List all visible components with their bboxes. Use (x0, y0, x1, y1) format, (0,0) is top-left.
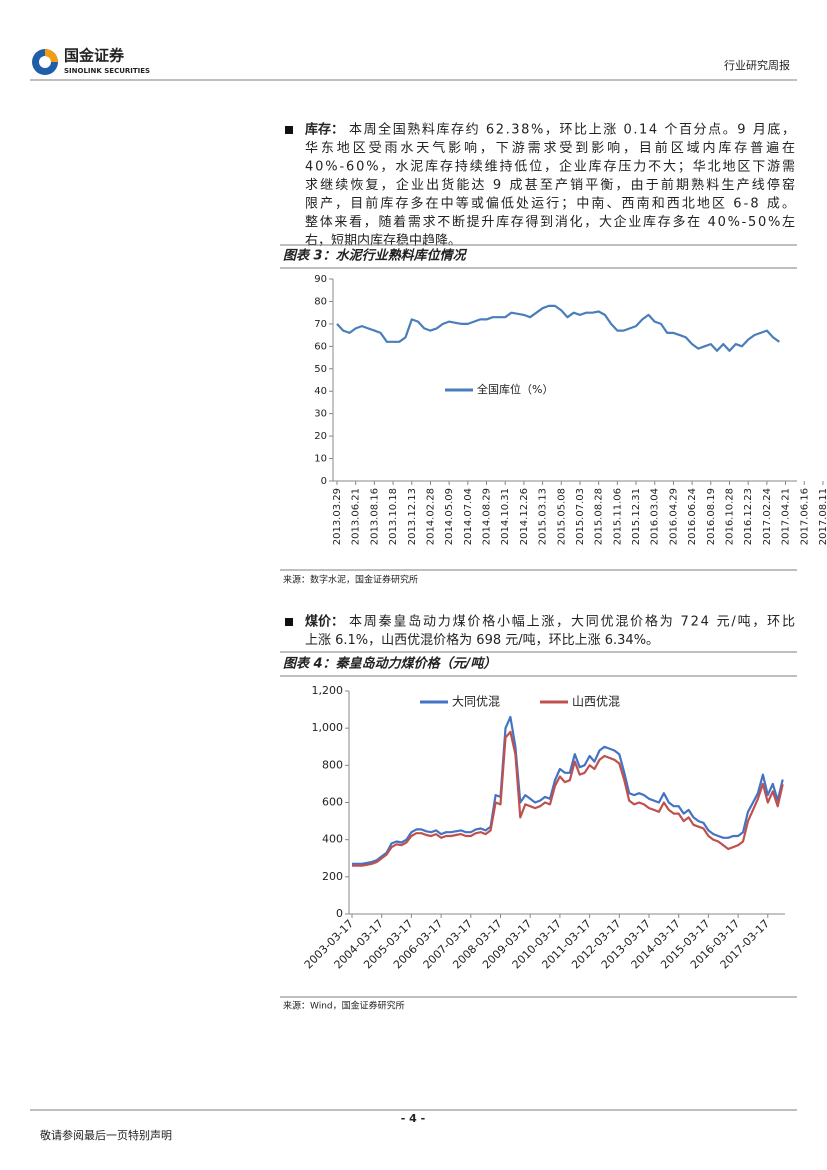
x-tick-label: 2014.07.04 (463, 488, 474, 545)
x-tick-label: 2014.10.31 (500, 488, 511, 545)
figure-source: 来源：数字水泥，国金证券研究所 (283, 574, 418, 586)
x-tick-label: 2016.10.28 (724, 488, 735, 545)
logo-cn: 国金证券 (64, 47, 125, 65)
y-tick-label: 70 (314, 319, 327, 330)
x-tick-label: 2015.05.08 (556, 488, 567, 545)
y-tick-label: 30 (314, 409, 327, 420)
x-tick-label: 2017.04.21 (781, 488, 792, 545)
y-tick-label: 90 (314, 274, 327, 285)
series-line (336, 304, 780, 352)
paragraph-line: 本周秦皇岛动力煤价格小幅上涨，大同优混价格为 724 元/吨，环比 (349, 614, 795, 630)
bullet (285, 126, 293, 134)
paragraph-line: 华东地区受雨水天气影响，下游需求受到影响，目前区域内库存普遍在 (305, 140, 795, 156)
y-tick-label: 0 (336, 907, 343, 920)
paragraph-line: 40%-60%，水泥库存持续维持低位，企业库存压力不大；华北地区下游需 (305, 159, 795, 175)
x-tick-label: 2014.05.09 (444, 488, 455, 545)
y-tick-label: 600 (322, 796, 343, 809)
x-tick-label: 2016.06.24 (687, 488, 698, 545)
x-tick-label: 2016.04.29 (668, 488, 679, 545)
figure-title: 图表 3：水泥行业熟料库位情况 (283, 248, 468, 264)
paragraph-line: 本周全国熟料库存约 62.38%，环比上涨 0.14 个百分点。9 月底， (349, 122, 795, 138)
paragraph-title: 库存： (305, 122, 344, 138)
y-tick-label: 400 (322, 833, 343, 846)
legend-label: 大同优混 (452, 695, 500, 709)
x-tick-label: 2013.06.21 (351, 488, 362, 545)
x-tick-label: 2013.03.29 (332, 488, 343, 545)
page-number: - 4 - (401, 1112, 425, 1125)
x-tick-label: 2013.08.16 (369, 488, 380, 545)
x-tick-label: 2015.08.28 (594, 488, 605, 545)
x-tick-label: 2013.12.13 (407, 488, 418, 545)
y-tick-label: 60 (314, 341, 327, 352)
series-line (352, 715, 784, 865)
x-tick-label: 2014.02.28 (425, 488, 436, 545)
series-line (352, 730, 784, 867)
y-tick-label: 50 (314, 364, 327, 375)
figure-title: 图表 4：秦皇岛动力煤价格（元/吨） (283, 656, 496, 672)
y-tick-label: 0 (321, 476, 327, 487)
y-tick-label: 20 (314, 431, 327, 442)
paragraph-line: 上涨 6.1%，山西优混价格为 698 元/吨，环比上涨 6.34%。 (305, 632, 659, 648)
x-tick-label: 2015.12.31 (631, 488, 642, 545)
x-tick-label: 2015.07.03 (575, 488, 586, 545)
bullet (285, 618, 293, 626)
paragraph-line: 右，短期内库存稳中趋降。 (305, 233, 461, 249)
legend-label: 山西优混 (572, 695, 620, 709)
x-tick-label: 2013.10.18 (388, 488, 399, 545)
paragraph-title: 煤价： (305, 614, 344, 630)
x-tick-label: 2015.11.06 (612, 488, 623, 545)
y-tick-label: 1,200 (312, 684, 344, 697)
figure-source: 来源：Wind，国金证券研究所 (283, 1000, 405, 1012)
report-type: 行业研究周报 (724, 58, 790, 72)
y-tick-label: 40 (314, 386, 327, 397)
x-tick-label: 2017.08.11 (818, 488, 827, 545)
paragraph-line: 限产，目前库存多在中等或偏低处运行；中南、西南和西北地区 6-8 成。 (305, 196, 795, 212)
y-tick-label: 80 (314, 296, 327, 307)
y-tick-label: 1,000 (312, 721, 344, 734)
legend-label: 全国库位（%） (477, 382, 553, 396)
disclaimer: 敬请参阅最后一页特别声明 (40, 1128, 172, 1142)
x-tick-label: 2016.03.04 (650, 488, 661, 545)
x-tick-label: 2014.08.29 (482, 488, 493, 545)
x-tick-label: 2017.02.24 (762, 488, 773, 545)
paragraph-line: 求继续恢复，企业出货能达 9 成甚至产销平衡，由于前期熟料生产线停窑 (305, 177, 795, 193)
x-tick-label: 2016.12.23 (743, 488, 754, 545)
x-tick-label: 2015.03.13 (538, 488, 549, 545)
logo (32, 49, 58, 75)
y-tick-label: 800 (322, 758, 343, 771)
y-tick-label: 200 (322, 870, 343, 883)
x-tick-label: 2016.08.19 (706, 488, 717, 545)
y-tick-label: 10 (314, 454, 327, 465)
paragraph-line: 整体来看，随着需求不断提升库存得到消化，大企业库存多在 40%-50%左 (305, 214, 795, 230)
x-tick-label: 2014.12.26 (519, 488, 530, 545)
x-tick-label: 2017.06.16 (799, 488, 810, 545)
logo-en: SINOLINK SECURITIES (64, 67, 150, 75)
